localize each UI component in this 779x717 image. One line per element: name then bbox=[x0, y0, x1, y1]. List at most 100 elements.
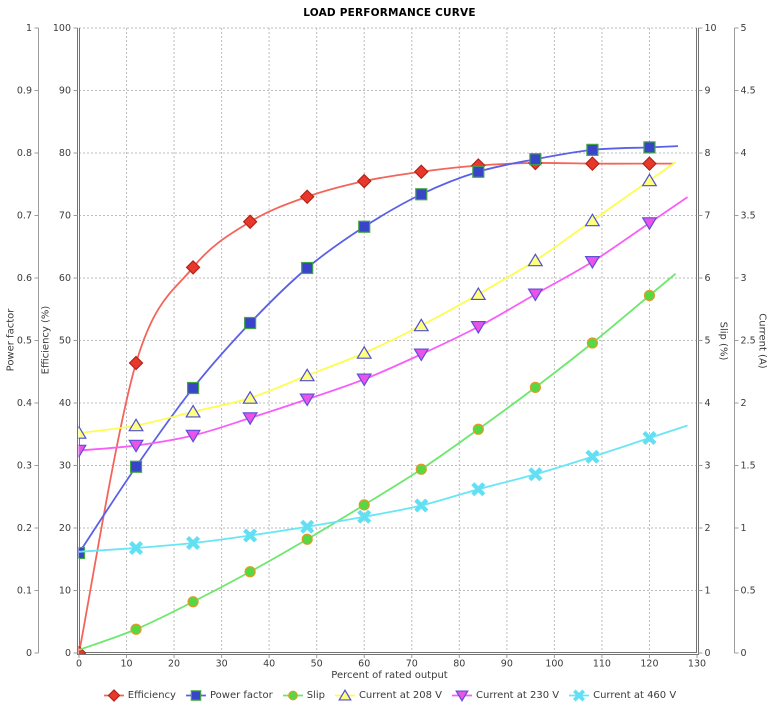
efficiency-tick-label: 90 bbox=[59, 86, 71, 97]
efficiency-tick-label: 100 bbox=[53, 23, 71, 34]
current-460v-marker bbox=[128, 540, 144, 556]
legend-label: Efficiency bbox=[127, 690, 176, 701]
legend-item-power-factor: Power factor bbox=[185, 688, 273, 703]
current-tick-label: 0 bbox=[741, 648, 747, 659]
power-factor-marker bbox=[586, 143, 599, 156]
legend-label: Current at 208 V bbox=[358, 690, 443, 701]
power-factor-tick-label: 0.8 bbox=[17, 148, 32, 159]
current-208v-marker bbox=[338, 689, 352, 701]
plot-border-outer bbox=[77, 28, 699, 655]
power-factor-marker bbox=[301, 261, 314, 275]
power-factor-marker bbox=[78, 546, 86, 560]
slip-tick-label: 10 bbox=[705, 23, 717, 34]
x-tick-label: 0 bbox=[76, 659, 82, 670]
x-tick-label: 40 bbox=[263, 659, 275, 670]
plot-border-inner bbox=[79, 28, 697, 653]
slip-marker bbox=[415, 463, 427, 475]
current-230v-series bbox=[78, 196, 688, 458]
efficiency-marker bbox=[185, 260, 201, 275]
slip-series bbox=[78, 273, 677, 651]
slip-legend-marker bbox=[282, 690, 303, 701]
efficiency-tick-label: 0 bbox=[65, 648, 71, 659]
efficiency-marker bbox=[78, 645, 87, 654]
slip-line bbox=[78, 273, 677, 651]
current-230v-marker bbox=[185, 429, 201, 443]
efficiency-marker bbox=[642, 156, 657, 171]
legend-item-slip: Slip bbox=[282, 688, 325, 703]
power-factor-tick-label: 1 bbox=[26, 23, 32, 34]
power-factor-tick-label: 0.4 bbox=[17, 398, 32, 409]
slip-marker bbox=[358, 499, 370, 511]
current-230v-marker bbox=[527, 288, 544, 302]
slip-tick-label: 2 bbox=[705, 523, 711, 534]
current-230v-line bbox=[78, 196, 688, 452]
power-factor-series bbox=[78, 141, 679, 560]
current-tick-label: 2.5 bbox=[741, 336, 756, 347]
current-tick-label: 1 bbox=[741, 523, 747, 534]
power-factor-marker bbox=[244, 316, 257, 330]
current-208v-marker bbox=[527, 253, 544, 267]
power-factor-marker bbox=[358, 220, 371, 233]
power-factor-marker bbox=[129, 460, 143, 473]
x-tick-label: 60 bbox=[358, 659, 370, 670]
slip-tick-label: 6 bbox=[705, 273, 711, 284]
efficiency-marker bbox=[356, 173, 372, 189]
power-factor-marker bbox=[472, 165, 485, 178]
slip-tick-label: 8 bbox=[705, 148, 711, 159]
current-230v-legend-marker bbox=[452, 690, 473, 702]
gridlines bbox=[79, 27, 697, 653]
current-208v-marker bbox=[242, 390, 258, 404]
current-tick-label: 3 bbox=[741, 273, 747, 284]
slip-tick-label: 9 bbox=[705, 86, 711, 97]
current-460v-marker bbox=[528, 467, 543, 482]
current-460v-marker bbox=[585, 449, 600, 464]
power-factor-marker bbox=[415, 188, 428, 201]
current-230v-marker bbox=[128, 439, 144, 453]
slip-tick-label: 4 bbox=[705, 398, 711, 409]
efficiency-marker bbox=[585, 156, 600, 171]
power-factor-legend-marker bbox=[185, 690, 206, 701]
power-factor-tick-label: 0.1 bbox=[17, 586, 32, 597]
efficiency-tick-label: 20 bbox=[59, 523, 71, 534]
current-460v-marker bbox=[471, 482, 486, 497]
efficiency-marker bbox=[128, 355, 144, 371]
slip-tick-label: 3 bbox=[705, 461, 711, 472]
x-tick-label: 120 bbox=[640, 659, 658, 670]
current-230v-marker bbox=[299, 393, 316, 407]
current-460v-marker bbox=[300, 519, 315, 534]
x-tick-label: 30 bbox=[216, 659, 228, 670]
current-230v-marker bbox=[413, 348, 430, 362]
current-tick-label: 5 bbox=[741, 23, 747, 34]
current-460v-marker bbox=[573, 689, 586, 702]
x-axis-title: Percent of rated output bbox=[331, 670, 448, 681]
current-460v-marker bbox=[414, 498, 429, 513]
efficiency-marker bbox=[413, 164, 429, 180]
x-tick-label: 110 bbox=[593, 659, 611, 670]
legend-label: Current at 460 V bbox=[593, 690, 677, 701]
x-tick-label: 70 bbox=[406, 659, 418, 670]
current-230v-marker bbox=[242, 412, 258, 426]
current-230v-marker bbox=[470, 320, 487, 335]
efficiency-tick-label: 70 bbox=[59, 211, 71, 222]
efficiency-tick-label: 30 bbox=[59, 461, 71, 472]
current-230v-marker bbox=[584, 255, 601, 270]
x-tick-label: 100 bbox=[545, 659, 563, 670]
efficiency-tick-label: 50 bbox=[59, 336, 71, 347]
x-tick-label: 50 bbox=[311, 659, 323, 670]
current-208v-marker bbox=[356, 345, 373, 359]
current-230v-marker bbox=[455, 690, 469, 702]
legend-item-current-460v: Current at 460 V bbox=[568, 688, 676, 703]
chart-title: LOAD PERFORMANCE CURVE bbox=[303, 7, 476, 19]
slip-marker bbox=[301, 533, 313, 545]
x-tick-label: 20 bbox=[168, 659, 180, 670]
current-208v-marker bbox=[470, 286, 487, 301]
slip-tick-label: 7 bbox=[705, 211, 711, 222]
current-208v-marker bbox=[413, 318, 430, 332]
power-factor-marker bbox=[529, 153, 542, 166]
slip-marker bbox=[529, 381, 541, 393]
x-tick-label: 10 bbox=[120, 659, 132, 670]
current-230v-marker bbox=[641, 217, 658, 231]
power-factor-tick-label: 0.3 bbox=[17, 461, 32, 472]
efficiency-tick-label: 80 bbox=[59, 148, 71, 159]
